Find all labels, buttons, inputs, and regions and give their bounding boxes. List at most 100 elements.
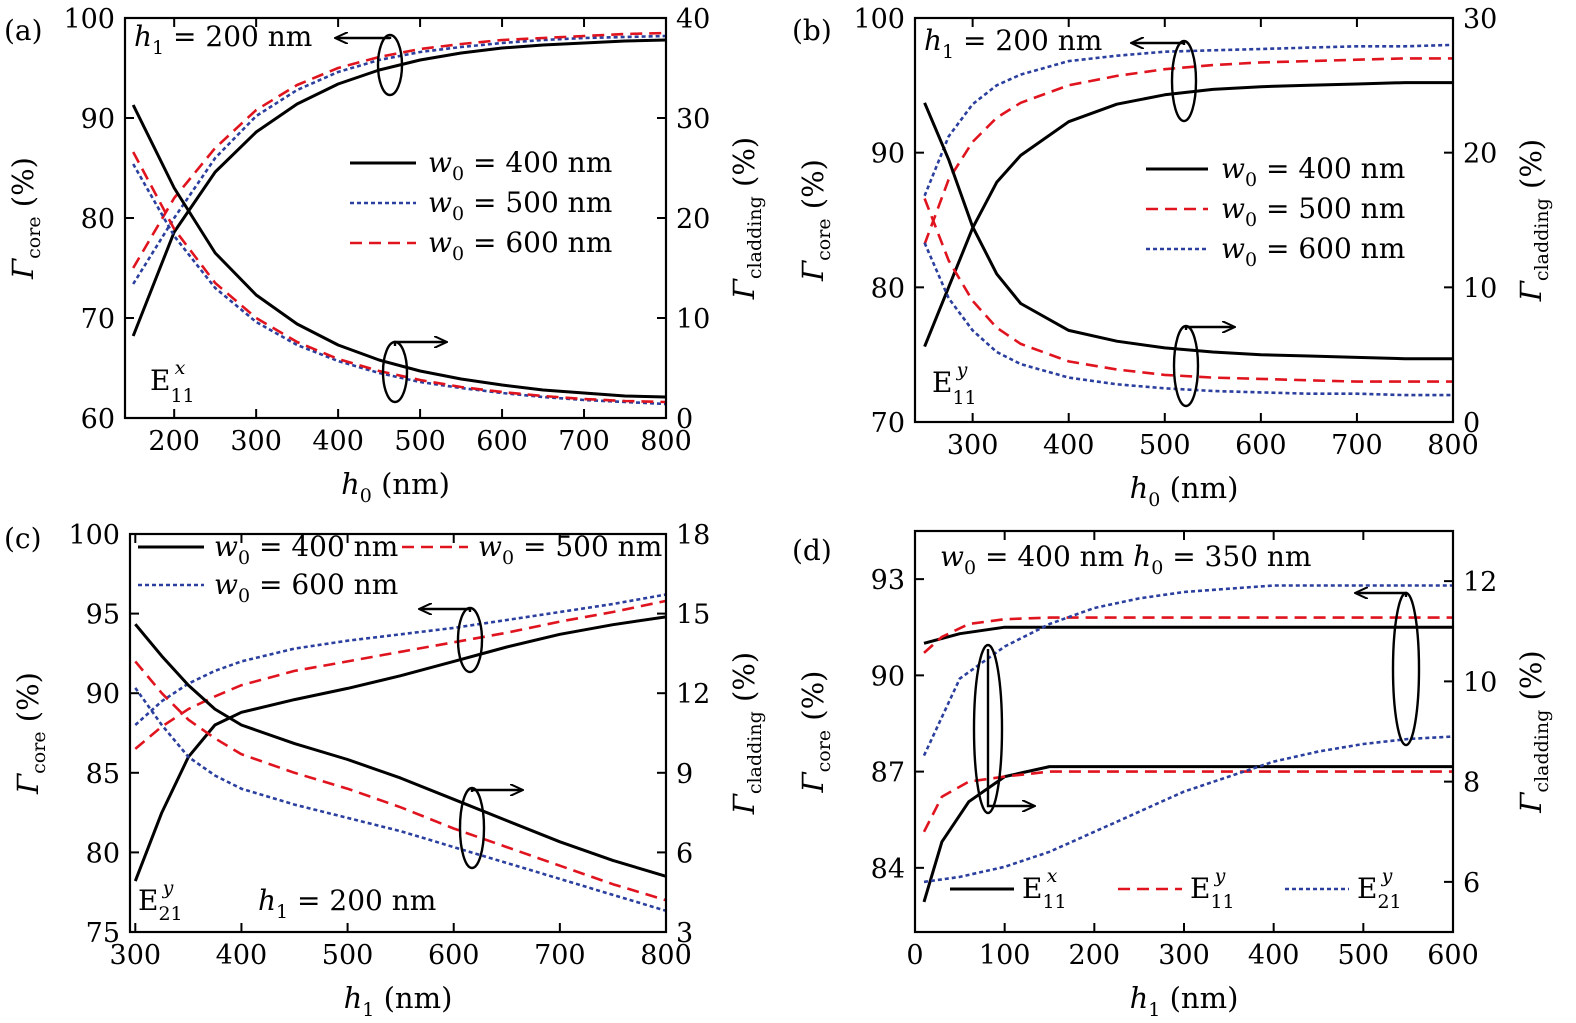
x-tick-label: 800: [640, 940, 692, 971]
series-line-left-2: [922, 584, 1453, 757]
axis-indicator-oval: [1170, 39, 1198, 123]
series-line-left-1: [134, 599, 666, 750]
y-right-tick-label: 18: [676, 520, 710, 551]
series-line-right-5: [132, 151, 666, 404]
axis-indicator-arrow: [1132, 43, 1186, 45]
x-tick-label: 600: [476, 426, 528, 457]
legend-label: w0 = 500 nm: [478, 530, 662, 569]
x-tick-label: 800: [1427, 430, 1479, 461]
x-tick-label: 300: [110, 940, 162, 971]
y-left-tick-label: 90: [81, 104, 115, 135]
y-left-tick-label: 75: [86, 918, 120, 949]
x-tick-label: 300: [230, 426, 282, 457]
x-axis-label: h1 (nm): [344, 981, 453, 1021]
y-right-axis-label: Γcladding (%): [727, 137, 766, 300]
x-tick-label: 500: [394, 426, 446, 457]
annotation-c-h1: h1 = 200 nm: [258, 884, 436, 923]
axis-indicator-arrow: [336, 38, 392, 39]
y-left-tick-label: 90: [86, 679, 120, 710]
x-tick-label: 300: [1158, 940, 1210, 971]
axis-indicator-arrow: [1184, 327, 1234, 330]
y-left-axis-label: Γcore (%): [11, 672, 50, 795]
x-tick-label: 500: [1338, 940, 1390, 971]
x-axis-label: h0 (nm): [341, 467, 450, 507]
x-tick-label: 500: [322, 940, 374, 971]
y-left-tick-label: 87: [871, 758, 905, 789]
y-left-axis-label: Γcore (%): [796, 159, 835, 282]
panel-d: (d) 0 100 200 300 400 500 600 84 87 90 93 6 8 10 12 h1 …: [792, 529, 1553, 1021]
y-right-tick-label: 0: [1463, 408, 1480, 439]
panel-label-b: (b): [792, 14, 832, 47]
y-left-tick-label: 100: [68, 520, 120, 551]
panel-c: (c) 300 400 500 600 700 800 75 80 85 90 95 100 3 6 9 12…: [4, 520, 766, 1021]
x-tick-label: 700: [1331, 430, 1383, 461]
x-tick-label: 100: [979, 940, 1031, 971]
x-tick-label: 400: [312, 426, 364, 457]
series-line-right-3: [922, 765, 1453, 903]
y-left-tick-label: 80: [871, 273, 905, 304]
y-right-tick-label: 0: [676, 404, 693, 435]
y-right-tick-label: 9: [676, 759, 693, 790]
annotation-b-h1: h1 = 200 nm: [924, 24, 1102, 63]
series-line-left-2: [923, 43, 1453, 197]
y-left-tick-label: 70: [81, 304, 115, 335]
y-right-tick-label: 12: [676, 679, 710, 710]
annotation-a-h1: h1 = 200 nm: [134, 20, 312, 59]
x-tick-label: 800: [640, 426, 692, 457]
series-line-left-2: [134, 593, 666, 726]
y-right-tick-label: 12: [1463, 567, 1497, 598]
series-line-right-3: [134, 623, 666, 878]
y-right-axis-label: Γcladding (%): [727, 652, 766, 815]
mode-label-b: E11y: [932, 359, 977, 409]
y-left-tick-label: 90: [871, 661, 905, 692]
x-tick-label: 600: [1235, 430, 1287, 461]
plot-frame: [128, 532, 668, 934]
y-left-axis-label: Γcore (%): [6, 157, 45, 280]
legend-label: E11x: [1022, 865, 1067, 913]
y-right-tick-label: 10: [1463, 667, 1497, 698]
y-right-tick-label: 3: [676, 918, 693, 949]
axis-indicator-arrow: [986, 649, 1034, 806]
y-right-tick-label: 40: [676, 4, 710, 35]
annotation-d-params: w0 = 400 nm h0 = 350 nm: [940, 540, 1312, 579]
y-right-tick-label: 10: [676, 304, 710, 335]
x-tick-label: 700: [534, 940, 586, 971]
y-left-axis-label: Γcore (%): [796, 671, 835, 794]
axis-indicator-oval: [458, 786, 486, 870]
legend-label: E11y: [1190, 865, 1235, 913]
series-line-right-3: [131, 104, 666, 399]
x-tick-label: 400: [1248, 940, 1300, 971]
panel-a-plot: 200 300 400 500 600 700 800 60 70 80 90 100 0 10 20 30 4…: [6, 4, 766, 507]
series-line-left-0: [923, 81, 1453, 348]
series-group: [922, 584, 1453, 903]
x-tick-label: 300: [947, 430, 999, 461]
series-line-left-2: [132, 31, 666, 269]
series-line-left-1: [132, 34, 666, 285]
y-right-tick-label: 6: [1463, 868, 1480, 899]
y-right-tick-label: 20: [1463, 139, 1497, 170]
y-left-tick-label: 70: [871, 408, 905, 439]
y-right-tick-label: 30: [1463, 4, 1497, 35]
y-left-tick-label: 85: [86, 759, 120, 790]
axis-indicator-arrow: [470, 790, 522, 792]
x-tick-label: 200: [1069, 940, 1121, 971]
panel-a: (a) 200 300 400 500 600 700 800607080901000102…: [4, 4, 766, 507]
panel-b: (b) 300 400 500 600 700 800 70 80 90 100 0 10 20 30 h0…: [792, 4, 1553, 511]
legend-label: w0 = 400 nm: [428, 146, 612, 185]
y-left-tick-label: 90: [871, 139, 905, 170]
y-right-tick-label: 6: [676, 838, 693, 869]
series-line-right-5: [923, 242, 1453, 397]
axis-indicator-arrow: [420, 609, 472, 612]
series-line-right-4: [922, 770, 1453, 833]
series-group: [133, 593, 666, 913]
x-tick-label: 200: [148, 426, 200, 457]
y-left-tick-label: 80: [81, 204, 115, 235]
series-group: [131, 31, 666, 406]
mode-label-c: E21y: [138, 877, 183, 925]
axis-indicator-arrow: [1356, 593, 1408, 597]
axis-indicator-oval: [972, 643, 1004, 815]
y-right-tick-label: 15: [676, 600, 710, 631]
x-tick-label: 700: [558, 426, 610, 457]
series-line-right-4: [923, 198, 1453, 383]
